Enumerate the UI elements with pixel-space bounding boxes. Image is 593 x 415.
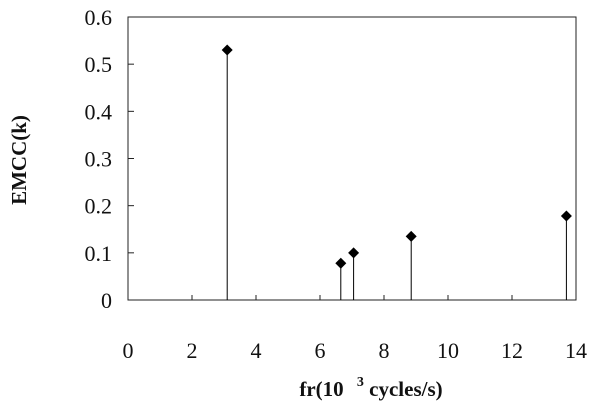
y-tick-label: 0.6 — [85, 5, 113, 30]
x-axis-title: fr(10 3 cycles/s) — [299, 367, 442, 401]
data-point — [348, 247, 360, 259]
data-point — [221, 44, 233, 56]
x-axis: 0 2 4 6 8 10 12 14 — [123, 295, 587, 363]
plot-area — [127, 16, 577, 301]
x-tick-label: 2 — [187, 338, 198, 363]
x-tick-label: 14 — [565, 338, 587, 363]
y-tick-label: 0.3 — [85, 147, 113, 172]
y-tick-label: 0 — [101, 288, 112, 313]
x-tick-label: 8 — [379, 338, 390, 363]
y-axis-title: EMCC(k) — [7, 115, 31, 205]
x-tick-label: 0 — [123, 338, 134, 363]
x-axis-title-superscript: 3 — [357, 375, 364, 390]
y-tick-label: 0.2 — [85, 194, 113, 219]
data-point — [560, 210, 572, 222]
data-stems — [226, 50, 567, 300]
x-tick-label: 10 — [437, 338, 459, 363]
x-tick-label: 4 — [251, 338, 262, 363]
y-axis: 0 0.1 0.2 0.3 0.4 0.5 0.6 — [85, 5, 134, 313]
x-tick-label: 12 — [501, 338, 523, 363]
data-point — [405, 230, 417, 242]
y-tick-label: 0.5 — [85, 52, 113, 77]
plot-frame — [127, 16, 577, 301]
data-point — [335, 257, 347, 269]
y-tick-label: 0.1 — [85, 241, 113, 266]
y-tick-label: 0.4 — [85, 99, 113, 124]
x-axis-title-suffix: cycles/s) — [369, 377, 442, 401]
data-markers — [221, 44, 572, 269]
x-tick-label: 6 — [315, 338, 326, 363]
x-axis-title-prefix: fr(10 — [299, 377, 343, 401]
